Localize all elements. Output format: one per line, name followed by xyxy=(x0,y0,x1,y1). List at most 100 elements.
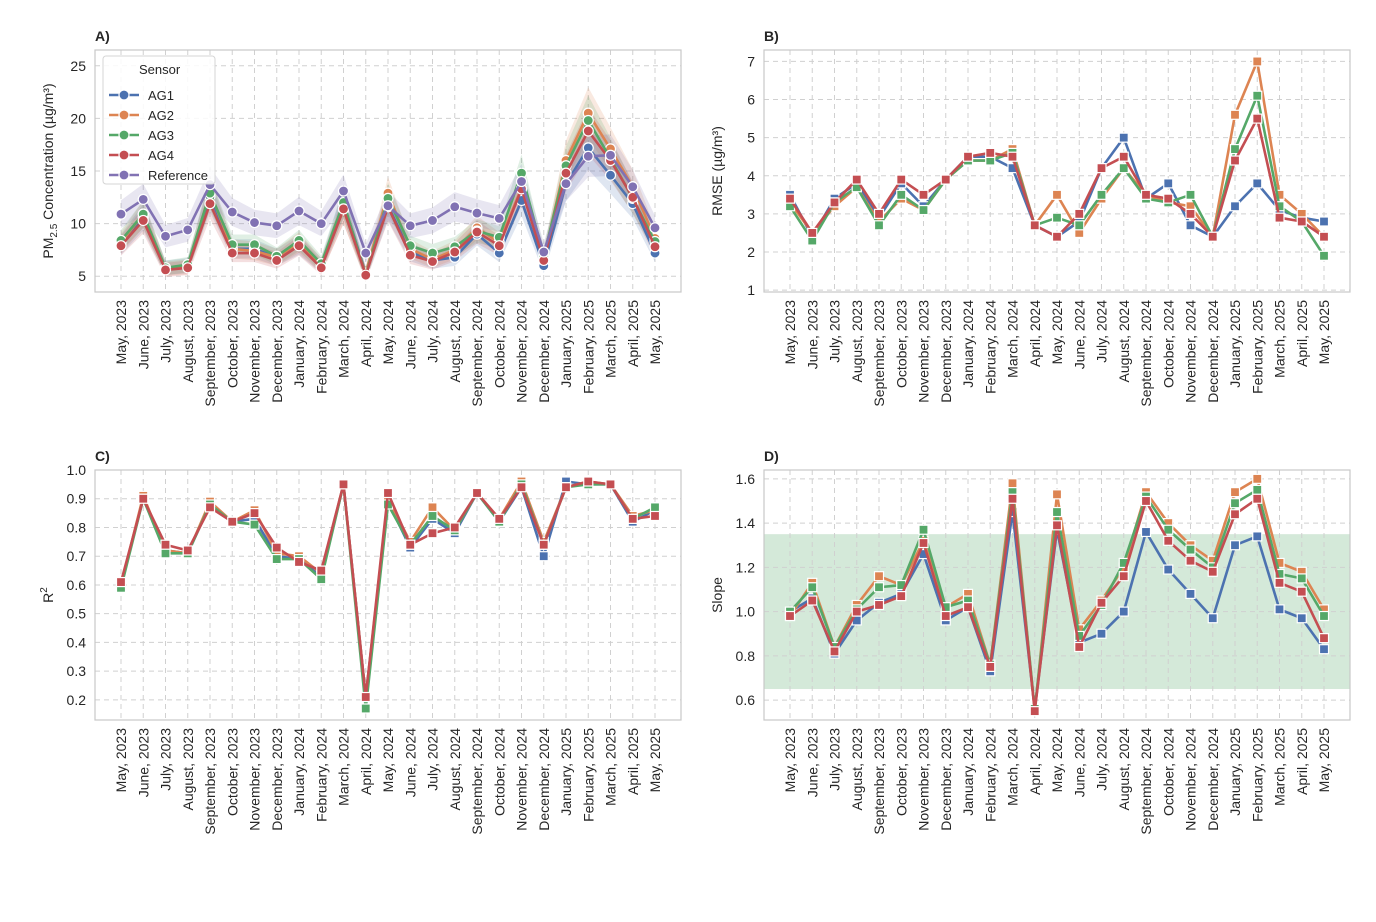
data-point-ag4 xyxy=(918,537,929,549)
x-tick-label: May, 2025 xyxy=(647,300,663,365)
data-point-ag4 xyxy=(1007,151,1018,162)
y-tick-label: 1.4 xyxy=(736,515,756,531)
x-tick-label: January, 2024 xyxy=(291,300,307,388)
panel-d: D) 0.6 0.8 1.0 1.2 1.4 1.6 May, 2023 June, 2023 J… xyxy=(709,448,1351,835)
x-tick-label: January, 2024 xyxy=(960,728,976,816)
data-point-ag3 xyxy=(1296,573,1307,584)
data-point-ag3 xyxy=(1229,498,1241,509)
data-point-ag4 xyxy=(851,606,862,617)
data-point-ag3 xyxy=(316,574,327,585)
data-point-ag4 xyxy=(271,254,283,267)
x-tick-label: June, 2023 xyxy=(135,300,151,369)
data-point-ag2 xyxy=(1252,473,1263,484)
legend-title: Sensor xyxy=(139,62,181,77)
data-point-ag4 xyxy=(1096,163,1107,174)
x-tick-label: November, 2023 xyxy=(247,728,263,831)
data-point-reference xyxy=(449,201,461,213)
x-tick-label: May, 2024 xyxy=(380,728,396,793)
data-point-ag4 xyxy=(1229,509,1241,520)
data-point-ag1 xyxy=(1252,531,1263,542)
data-point-ag4 xyxy=(449,522,460,533)
data-point-ag3 xyxy=(1318,610,1330,622)
data-point-ag4 xyxy=(896,174,907,185)
y-tick-label: 5 xyxy=(747,130,755,146)
data-point-ag4 xyxy=(426,255,439,268)
x-tick-label: December, 2024 xyxy=(536,728,552,831)
y-tick-label: 0.4 xyxy=(67,634,87,650)
data-point-ag2 xyxy=(873,571,885,582)
data-point-ag3 xyxy=(1185,189,1196,200)
data-point-reference xyxy=(426,214,439,227)
data-point-ag4 xyxy=(1207,566,1218,577)
data-point-ag4 xyxy=(649,510,661,522)
data-point-ag4 xyxy=(807,227,818,239)
x-tick-label: April, 2024 xyxy=(358,728,374,795)
data-point-reference xyxy=(137,193,149,206)
x-tick-label: May, 2023 xyxy=(782,300,798,365)
y-axis-label: PM2.5 Concentration (µg/m³) xyxy=(40,83,60,258)
data-point-ag4 xyxy=(784,610,796,622)
data-point-ag4 xyxy=(315,262,327,274)
data-point-ag4 xyxy=(405,539,416,550)
data-point-reference xyxy=(182,224,194,236)
data-point-ag3 xyxy=(1252,484,1263,496)
x-tick-label: July, 2024 xyxy=(425,728,441,791)
data-point-ag4 xyxy=(337,203,350,215)
data-point-ag4 xyxy=(1207,231,1218,242)
plot-frame xyxy=(763,49,1351,293)
x-tick-label: January, 2025 xyxy=(1227,728,1243,816)
data-point-ag3 xyxy=(1074,220,1085,231)
data-point-ag4 xyxy=(1185,555,1196,566)
x-tick-label: October, 2024 xyxy=(1160,728,1176,816)
data-point-ag4 xyxy=(1274,212,1285,223)
data-point-ag2 xyxy=(1252,56,1263,67)
data-point-ag4 xyxy=(1140,189,1152,200)
x-tick-label: December, 2024 xyxy=(1205,300,1221,403)
data-point-ag4 xyxy=(449,246,461,258)
y-tick-label: 0.3 xyxy=(67,663,87,679)
data-point-ag1 xyxy=(1185,588,1196,599)
x-tick-label: November, 2024 xyxy=(1183,300,1199,403)
data-point-ag4 xyxy=(1140,495,1152,507)
data-point-ag1 xyxy=(1229,201,1241,212)
x-tick-label: June, 2024 xyxy=(402,728,418,797)
x-tick-label: March, 2024 xyxy=(336,300,352,378)
legend-label-ag1: AG1 xyxy=(148,88,174,103)
x-tick-label: January, 2025 xyxy=(1227,300,1243,388)
x-tick-label: October, 2023 xyxy=(893,300,909,388)
data-point-ag3 xyxy=(1229,143,1241,155)
x-tick-label: May, 2023 xyxy=(113,300,129,365)
x-tick-label: July, 2023 xyxy=(827,300,843,363)
data-point-ag1 xyxy=(1118,132,1129,143)
data-point-ag4 xyxy=(1007,493,1018,504)
data-point-reference xyxy=(293,205,305,217)
data-point-ag4 xyxy=(204,502,216,513)
data-point-ag3 xyxy=(1096,189,1107,200)
y-axis-label: Slope xyxy=(709,577,725,613)
data-point-ag4 xyxy=(115,240,127,252)
legend-label-ag4: AG4 xyxy=(148,148,174,163)
legend-marker-ag1 xyxy=(118,89,130,101)
x-tick-label: January, 2024 xyxy=(291,728,307,816)
data-point-ag1 xyxy=(1163,564,1174,575)
x-tick-label: March, 2024 xyxy=(1005,300,1021,378)
data-point-ag4 xyxy=(582,125,594,137)
data-point-ag1 xyxy=(1274,604,1285,615)
data-point-ag4 xyxy=(471,487,483,499)
data-point-ag4 xyxy=(538,539,549,550)
data-point-ag4 xyxy=(1229,155,1241,166)
data-point-reference xyxy=(115,208,127,220)
x-tick-label: August, 2024 xyxy=(1116,300,1132,383)
x-tick-label: December, 2023 xyxy=(269,728,285,831)
data-point-ag4 xyxy=(1029,220,1040,231)
data-point-ag1 xyxy=(1252,178,1263,189)
data-point-ag1 xyxy=(1318,216,1330,227)
data-point-ag3 xyxy=(873,582,885,593)
x-tick-label: March, 2025 xyxy=(1272,728,1288,806)
data-point-ag3 xyxy=(1051,506,1063,518)
y-tick-label: 10 xyxy=(70,216,86,232)
x-tick-label: October, 2023 xyxy=(893,728,909,816)
data-point-ag3 xyxy=(427,510,438,522)
x-tick-label: September, 2023 xyxy=(871,300,887,407)
